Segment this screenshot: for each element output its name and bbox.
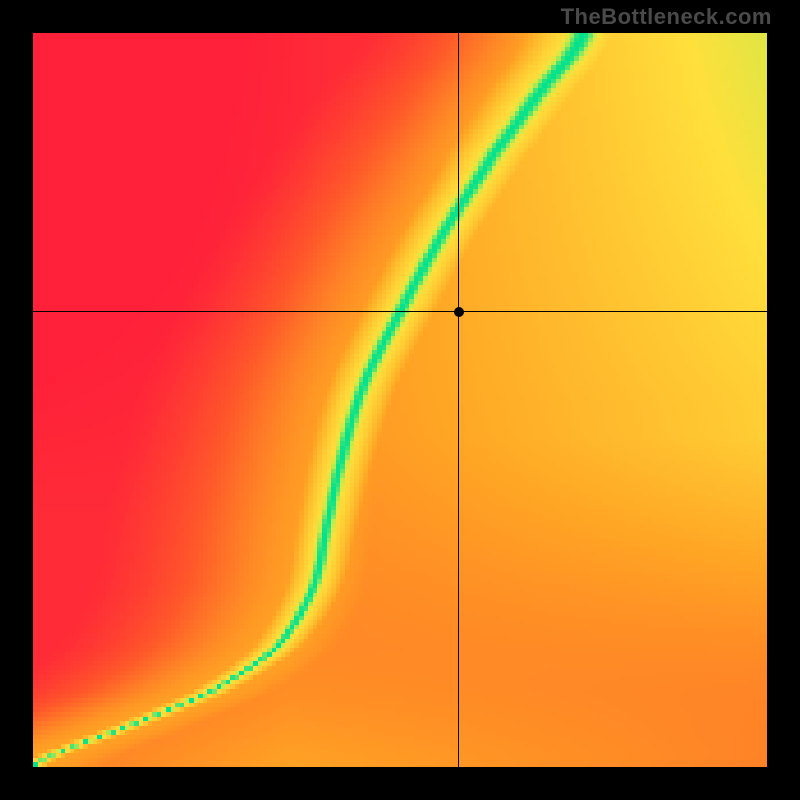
heatmap-canvas	[33, 33, 767, 767]
heatmap-plot	[33, 33, 767, 767]
chart-container: TheBottleneck.com	[0, 0, 800, 800]
data-point-marker	[454, 307, 464, 317]
watermark-text: TheBottleneck.com	[561, 4, 772, 30]
